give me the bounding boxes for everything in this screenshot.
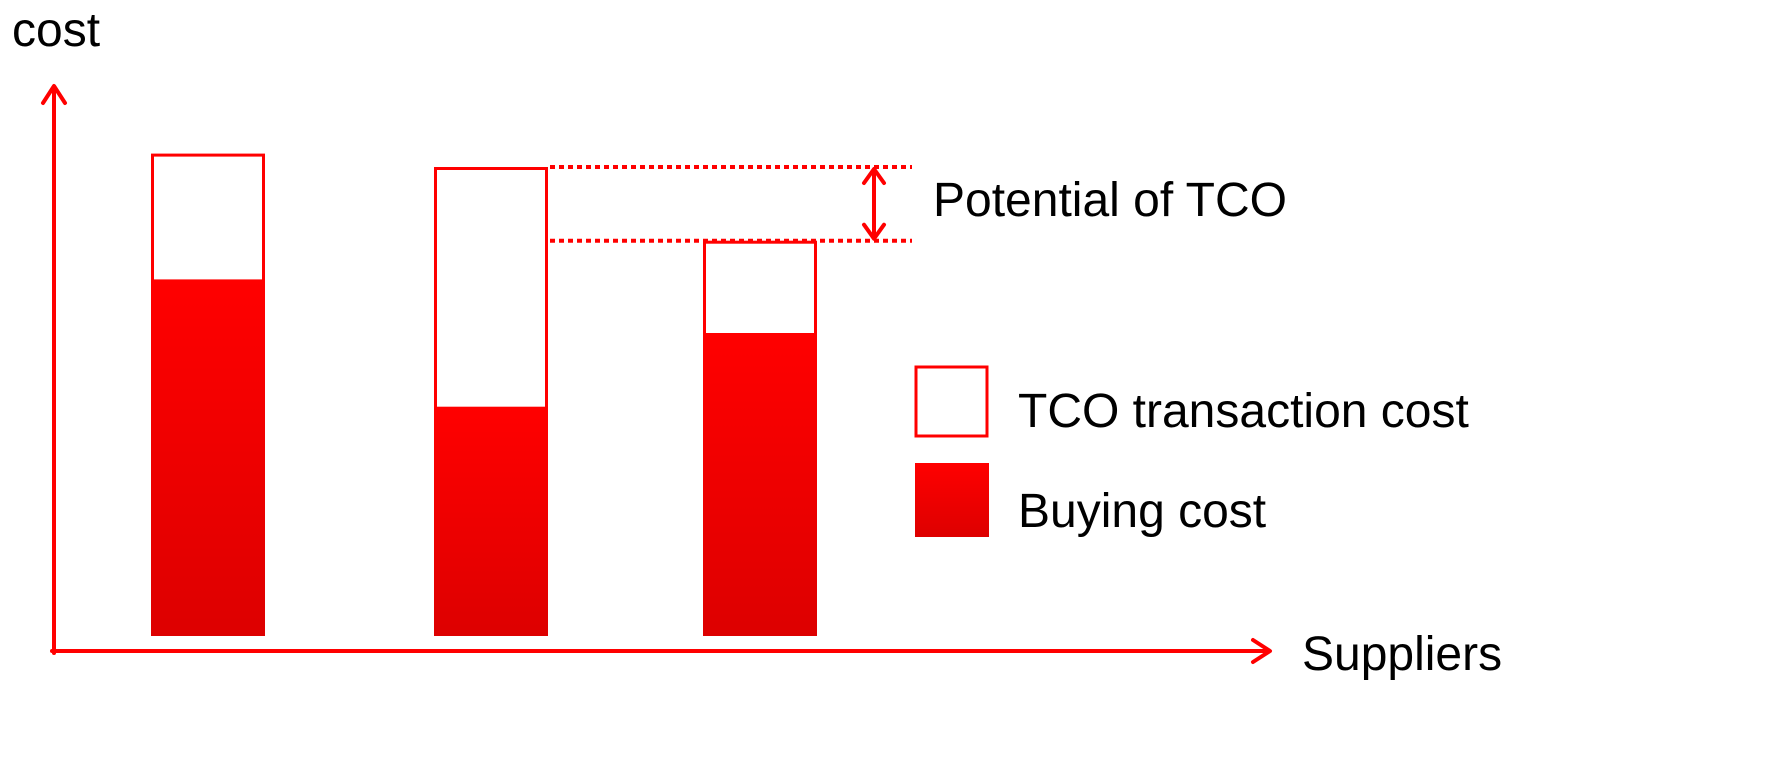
legend: TCO transaction cost Buying cost (914, 365, 1469, 538)
x-axis-arrowhead (1251, 638, 1272, 664)
bar-tco-transaction-cost-supplier-2 (434, 167, 548, 410)
annotation-arrowhead-down (862, 222, 886, 241)
legend-swatch-buying-cost (915, 463, 989, 537)
bar-buying-cost-supplier-3 (703, 334, 817, 636)
y-axis-label: cost (12, 4, 100, 57)
bar-buying-cost-supplier-1 (151, 280, 265, 636)
legend-label-tco-transaction-cost: TCO transaction cost (1018, 385, 1469, 438)
legend-swatch-tco-transaction-cost (914, 365, 989, 438)
bar-tco-transaction-cost-supplier-3 (703, 240, 817, 336)
potential-annotation: Potential of TCO (550, 165, 1287, 243)
bar-tco-transaction-cost-supplier-1 (151, 153, 265, 283)
legend-label-buying-cost: Buying cost (1018, 485, 1266, 538)
bar-buying-cost-supplier-2 (434, 408, 548, 636)
annotation-label: Potential of TCO (933, 174, 1287, 227)
axes (41, 84, 1272, 664)
bars-layer (151, 153, 817, 636)
annotation-arrowhead-up (862, 167, 886, 185)
y-axis-arrowhead (41, 84, 67, 105)
x-axis-label: Suppliers (1302, 628, 1502, 681)
